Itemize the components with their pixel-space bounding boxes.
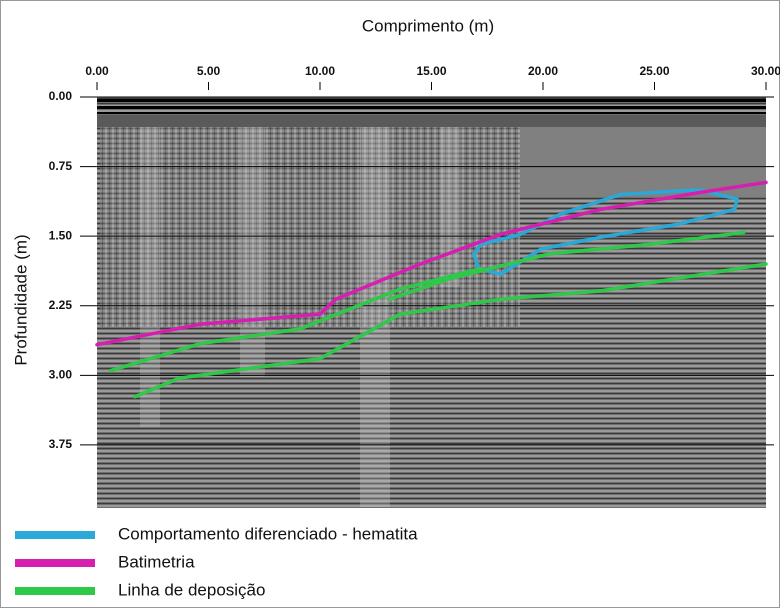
legend-label: Linha de deposição	[118, 580, 265, 599]
x-tick-label: 20.00	[528, 64, 558, 78]
legend-swatch	[15, 587, 95, 595]
y-tick-label: 2.25	[49, 298, 73, 312]
x-tick-label: 15.00	[416, 64, 446, 78]
y-tick-label: 3.75	[49, 437, 73, 451]
legend-label: Batimetria	[118, 552, 195, 571]
x-tick-label: 30.00	[751, 64, 780, 78]
y-tick-label: 0.00	[49, 89, 73, 103]
x-axis-title: Comprimento (m)	[362, 16, 494, 35]
legend-swatch	[15, 531, 95, 539]
legend-swatch	[15, 559, 95, 567]
y-tick-label: 3.00	[49, 368, 73, 382]
y-axis-title: Profundidade (m)	[11, 234, 30, 365]
y-tick-label: 1.50	[49, 228, 73, 242]
y-tick-label: 0.75	[49, 159, 73, 173]
x-tick-label: 5.00	[197, 64, 221, 78]
x-tick-label: 10.00	[305, 64, 335, 78]
x-tick-label: 25.00	[639, 64, 669, 78]
legend-label: Comportamento diferenciado - hematita	[118, 524, 418, 543]
x-tick-label: 0.00	[85, 64, 109, 78]
radargram	[97, 97, 766, 508]
chart: Comprimento (m) Profundidade (m) 0.00 5.0…	[0, 0, 780, 608]
